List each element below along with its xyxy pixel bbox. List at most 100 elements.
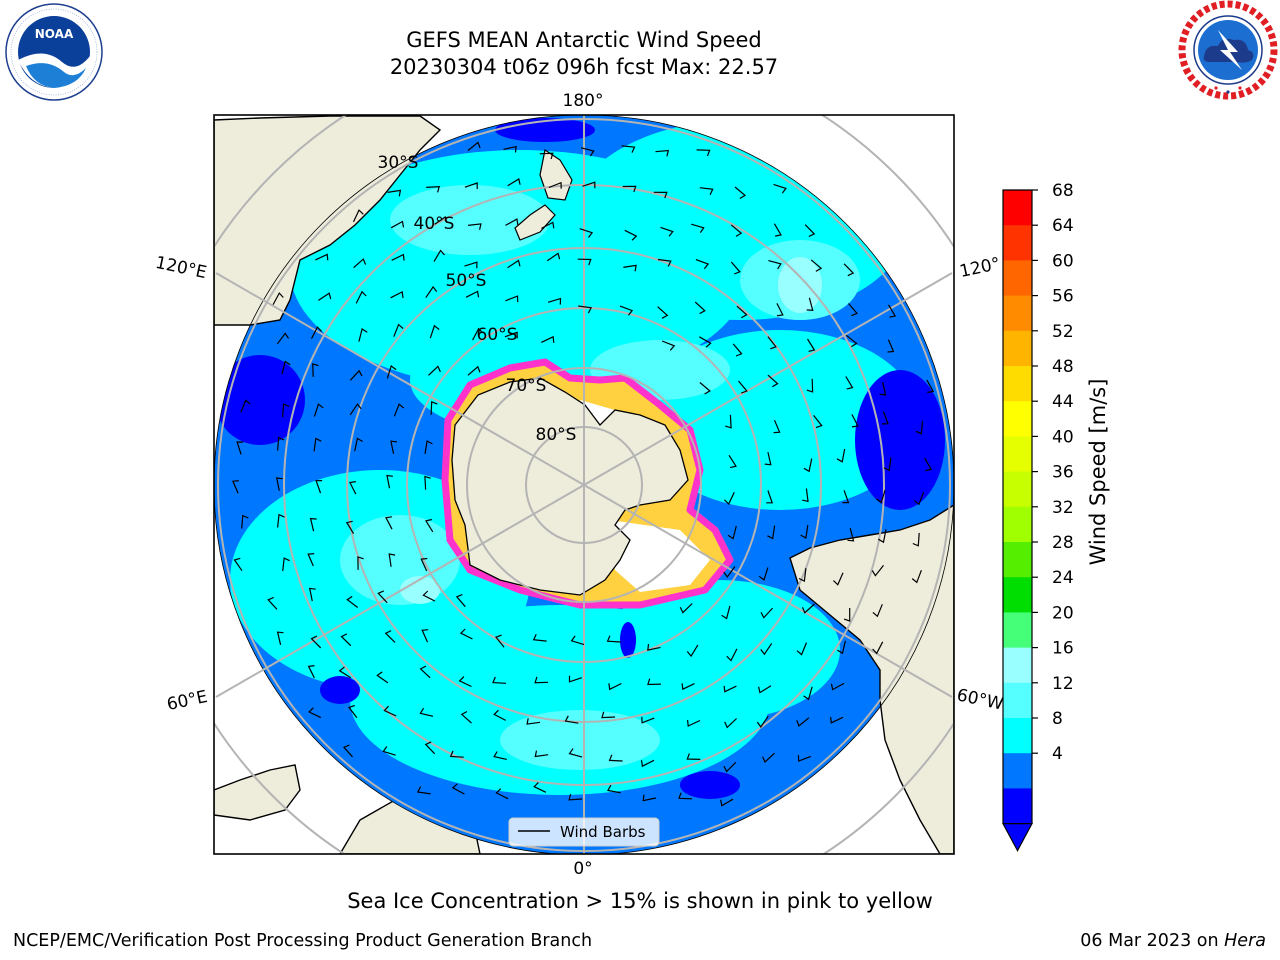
- wind-barb: [465, 290, 480, 298]
- wind-barb: [582, 181, 596, 189]
- wind-barb: [806, 297, 814, 311]
- wind-barb: [776, 303, 784, 317]
- wind-barb: [764, 451, 772, 466]
- lon-label-120w: 120°: [958, 254, 1002, 282]
- wind-barb: [723, 685, 737, 693]
- wind-barb: [912, 532, 920, 547]
- wind-barb: [307, 665, 315, 679]
- wind-barb: [768, 260, 782, 270]
- sea-ice-note: Sea Ice Concentration > 15% is shown in …: [347, 889, 933, 913]
- wind-barb: [647, 678, 661, 686]
- colorbar-tick-label: 68: [1052, 181, 1074, 201]
- wind-barb: [621, 145, 636, 153]
- wind-barb: [732, 343, 743, 357]
- wind-barb: [315, 480, 323, 494]
- wind-barb: [577, 258, 592, 266]
- wind-barb: [810, 259, 823, 272]
- wind-barb: [348, 481, 357, 495]
- wind-barb: [728, 454, 737, 469]
- wind-barb: [883, 457, 892, 472]
- colorbar-tick-label: 20: [1052, 603, 1074, 623]
- wind-barb: [655, 149, 670, 157]
- wind-barb: [691, 223, 705, 234]
- wind-barb: [622, 185, 637, 193]
- colorbar: 68 64 60 56 52 48 44 40 36 32 28 24 20 16 12 8 4: [1001, 181, 1074, 852]
- wind-barb: [507, 259, 521, 269]
- wind-barb: [727, 525, 737, 540]
- wind-barb: [843, 608, 851, 622]
- wind-barb: [390, 290, 404, 299]
- lat-label-70s: 70°S: [506, 376, 547, 396]
- wind-barb: [773, 223, 782, 237]
- wind-barb: [507, 178, 521, 187]
- wind-barb: [798, 568, 807, 583]
- wind-barb: [681, 683, 695, 691]
- wind-barb: [272, 292, 284, 305]
- noaa-logo: NOAA: [5, 3, 103, 101]
- wind-barb: [847, 528, 855, 542]
- wind-barb: [723, 566, 736, 579]
- wind-barb: [548, 181, 562, 189]
- wind-barb: [767, 525, 776, 540]
- colorbar-segment: [1003, 225, 1032, 261]
- wind-barb: [495, 788, 509, 800]
- wind-barb: [608, 682, 622, 691]
- wind-barb: [276, 332, 290, 345]
- colorbar-tick-label: 28: [1052, 533, 1074, 553]
- wind-barb: [355, 290, 367, 304]
- wind-barb: [388, 553, 396, 567]
- wind-barb: [578, 305, 593, 314]
- wind-barb: [307, 553, 315, 567]
- wind-barb: [608, 754, 623, 762]
- wind-barb: [541, 221, 555, 229]
- wind-barb: [803, 686, 813, 701]
- wind-barb: [236, 441, 244, 455]
- wind-barb: [459, 628, 473, 640]
- wind-barb: [424, 440, 433, 454]
- colorbar-tick-label: 4: [1052, 744, 1063, 764]
- wind-barb: [308, 587, 316, 602]
- wind-barb: [725, 414, 732, 429]
- wind-barb: [276, 631, 284, 645]
- wind-barb: [842, 490, 850, 504]
- wind-barb: [383, 705, 397, 717]
- wind-barb: [721, 605, 731, 620]
- map-frame: [213, 114, 955, 855]
- wind-barb: [315, 253, 329, 261]
- wind-barb: [460, 710, 472, 724]
- wind-barb: [267, 596, 278, 610]
- wind-barb: [419, 665, 431, 679]
- wind-barb: [915, 420, 924, 435]
- wind-barb: [619, 305, 634, 316]
- colorbar-tick-label: 60: [1052, 251, 1074, 271]
- wind-barb: [803, 458, 813, 473]
- wind-barb: [275, 477, 283, 491]
- wind-barb: [495, 634, 505, 648]
- lat-label-80s: 80°S: [536, 425, 577, 445]
- wind-barb: [541, 335, 555, 343]
- lon-label-60e: 60°E: [165, 687, 209, 715]
- wind-barb: [384, 630, 396, 643]
- wind-barb: [760, 643, 773, 656]
- wind-barb: [801, 603, 815, 614]
- lon-label-0: 0°: [573, 859, 592, 879]
- wind-barb: [806, 378, 814, 393]
- wind-barb: [277, 436, 285, 451]
- colorbar-segment: [1003, 577, 1032, 613]
- colorbar-segment: [1003, 682, 1032, 719]
- colorbar-segment: [1003, 436, 1032, 472]
- colorbar-tick-label: 44: [1052, 392, 1074, 412]
- wind-barb: [695, 259, 710, 270]
- lat-label-60s: 60°S: [477, 325, 518, 345]
- wind-barb: [924, 457, 933, 472]
- wind-barb: [357, 556, 364, 570]
- wind-barb: [734, 186, 747, 200]
- wind-barb: [464, 182, 478, 189]
- wind-barb: [679, 603, 693, 614]
- wind-barb: [762, 752, 775, 764]
- chart-subtitle: 20230304 t06z 096h fcst Max: 22.57: [389, 55, 779, 79]
- map-area: [214, 115, 954, 854]
- colorbar-segment: [1003, 506, 1032, 543]
- lon-label-180: 180°: [563, 91, 604, 111]
